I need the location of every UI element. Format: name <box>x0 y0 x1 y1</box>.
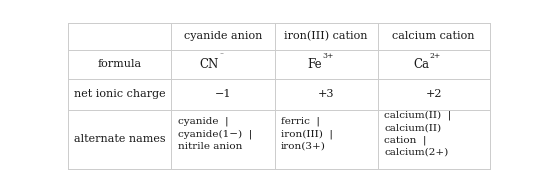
Text: iron(III) cation: iron(III) cation <box>285 31 368 41</box>
Text: calcium(II)  |
calcium(II)
cation  |
calcium(2+): calcium(II) | calcium(II) cation | calci… <box>384 110 452 157</box>
Text: net ionic charge: net ionic charge <box>74 89 165 100</box>
Text: ferric  |
iron(III)  |
iron(3+): ferric | iron(III) | iron(3+) <box>281 116 333 151</box>
Text: Ca: Ca <box>413 58 430 71</box>
Text: +3: +3 <box>318 89 335 100</box>
Text: alternate names: alternate names <box>74 135 165 144</box>
Text: −1: −1 <box>215 89 231 100</box>
Text: 2+: 2+ <box>430 52 441 60</box>
Text: cyanide anion: cyanide anion <box>184 31 262 41</box>
Text: CN: CN <box>200 58 219 71</box>
Text: +2: +2 <box>425 89 442 100</box>
Text: Fe: Fe <box>307 58 322 71</box>
Text: 3+: 3+ <box>323 52 334 60</box>
Text: cyanide  |
cyanide(1−)  |
nitrile anion: cyanide | cyanide(1−) | nitrile anion <box>177 116 252 151</box>
Text: calcium cation: calcium cation <box>392 31 475 41</box>
Text: formula: formula <box>97 59 141 70</box>
Text: ⁻: ⁻ <box>219 52 223 60</box>
